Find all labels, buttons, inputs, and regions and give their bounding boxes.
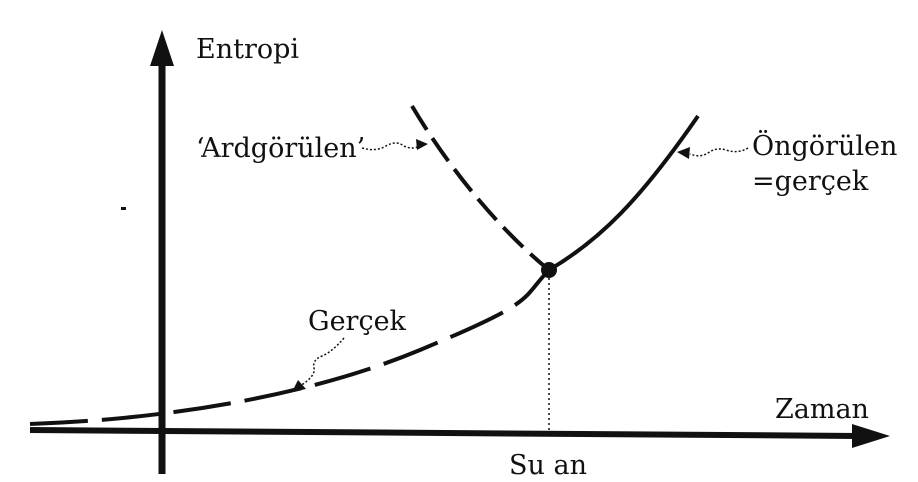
actual-label: Gerçek [308, 306, 407, 337]
retrodicted-curve [410, 104, 551, 272]
actual-past-curve [29, 268, 551, 426]
stray-mark [121, 207, 126, 210]
retrodicted-label: ‘Ardgörülen’ [196, 133, 365, 164]
x-axis-label: Zaman [775, 394, 869, 425]
leader-actual [292, 337, 345, 392]
predicted-label-line1: Öngörülen [752, 128, 897, 162]
present-moment-point [541, 262, 557, 278]
x-axis [29, 424, 890, 448]
y-axis-label: Entropi [196, 34, 299, 65]
leader-predicted [677, 147, 749, 159]
predicted-future-curve [547, 114, 700, 272]
predicted-label-line2: =gerçek [752, 166, 869, 197]
now-label: Su an [509, 450, 587, 481]
y-axis-arrowhead [150, 30, 174, 66]
leader-retrodicted [361, 139, 428, 151]
x-axis-arrowhead [852, 424, 890, 448]
y-axis [150, 30, 174, 474]
